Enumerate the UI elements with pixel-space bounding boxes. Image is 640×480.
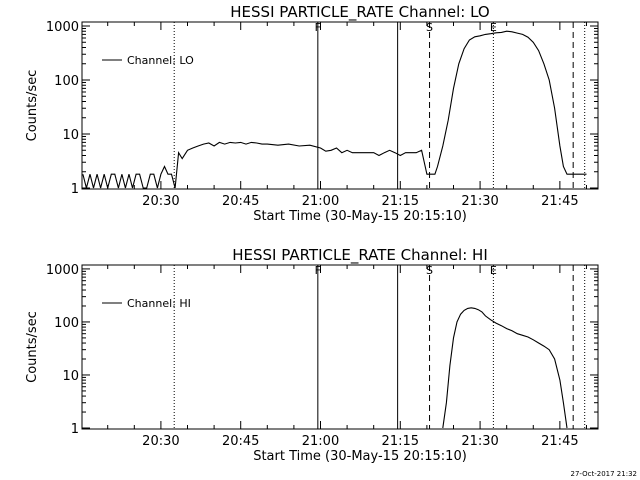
chart-hi-marker-label: E xyxy=(490,264,497,277)
chart-lo-ytick-label: 1000 xyxy=(46,20,79,35)
chart-hi-ytick-label: 1000 xyxy=(46,263,79,278)
chart-lo-legend-label: Channel: LO xyxy=(127,54,194,67)
chart-lo-title: HESSI PARTICLE_RATE Channel: LO xyxy=(230,3,489,22)
chart-hi-xtick-label: 21:30 xyxy=(461,434,498,449)
chart-lo-marker-label: F xyxy=(315,21,321,34)
chart-hi-series-line xyxy=(442,307,568,429)
chart-hi-legend-label: Channel: HI xyxy=(127,297,191,310)
chart-hi-plot-frame xyxy=(81,264,599,430)
chart-hi-xtick-label: 20:45 xyxy=(222,434,259,449)
chart-lo-plot-frame xyxy=(81,21,599,190)
chart-hi-marker-label: S xyxy=(426,264,433,277)
chart-hi-ytick-label: 10 xyxy=(62,369,79,384)
chart-lo-xtick-label: 21:15 xyxy=(382,194,419,209)
chart-hi-xtick-label: 20:30 xyxy=(142,434,179,449)
chart-lo-xlabel: Start Time (30-May-15 20:15:10) xyxy=(253,209,467,224)
chart-lo-xtick-label: 21:30 xyxy=(461,194,498,209)
chart-lo-ytick-label: 1 xyxy=(71,182,79,197)
chart-hi-title: HESSI PARTICLE_RATE Channel: HI xyxy=(232,246,488,265)
chart-hi-ytick-label: 100 xyxy=(54,316,79,331)
chart-lo-xtick-label: 21:45 xyxy=(541,194,578,209)
chart-lo-ytick-label: 100 xyxy=(54,74,79,89)
chart-lo-xtick-label: 20:45 xyxy=(222,194,259,209)
chart-hi-xlabel: Start Time (30-May-15 20:15:10) xyxy=(253,449,467,464)
chart-lo-ytick-label: 10 xyxy=(62,128,79,143)
chart-lo-ylabel: Counts/sec xyxy=(25,70,40,142)
chart-lo-marker-label: E xyxy=(490,21,497,34)
chart-hi-xtick-label: 21:00 xyxy=(302,434,339,449)
chart-hi-ytick-label: 1 xyxy=(71,422,79,437)
chart-lo-xtick-label: 21:00 xyxy=(302,194,339,209)
timestamp-footer: 27-Oct-2017 21:32 xyxy=(571,470,637,478)
chart-lo-series-line xyxy=(82,30,587,189)
chart-hi-xtick-label: 21:15 xyxy=(382,434,419,449)
chart-hi-xtick-label: 21:45 xyxy=(541,434,578,449)
chart-hi-ylabel: Counts/sec xyxy=(25,311,40,383)
chart-panel-hi: HESSI PARTICLE_RATE Channel: HI 1 10 100 100… xyxy=(25,246,599,464)
chart-lo-marker-label: S xyxy=(426,21,433,34)
chart-lo-xtick-label: 20:30 xyxy=(142,194,179,209)
chart-hi-marker-label: F xyxy=(315,264,321,277)
chart-panel-lo: HESSI PARTICLE_RATE Channel: LO 1 10 100 100… xyxy=(25,3,599,224)
